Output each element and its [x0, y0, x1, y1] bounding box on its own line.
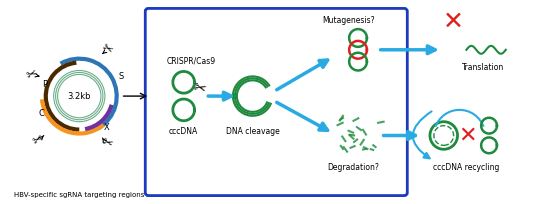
Text: Mutagenesis?: Mutagenesis?: [322, 16, 374, 25]
Text: CRISPR/Cas9: CRISPR/Cas9: [167, 56, 216, 65]
Text: ✕: ✕: [458, 125, 477, 145]
Text: DNA cleavage: DNA cleavage: [226, 127, 280, 136]
Text: P: P: [42, 80, 47, 89]
Text: ✕: ✕: [443, 10, 464, 34]
Text: ✂: ✂: [30, 132, 46, 149]
Text: Translation: Translation: [462, 63, 504, 72]
Text: cccDNA: cccDNA: [169, 127, 198, 136]
Text: ✂: ✂: [191, 79, 208, 97]
Text: HBV-specific sgRNA targeting regions: HBV-specific sgRNA targeting regions: [14, 192, 145, 198]
Text: C: C: [39, 109, 45, 118]
FancyBboxPatch shape: [145, 8, 407, 196]
Text: X: X: [104, 123, 110, 132]
Text: ✂: ✂: [25, 67, 39, 82]
Text: ✂: ✂: [99, 42, 114, 58]
Text: S: S: [118, 72, 123, 81]
Text: 3.2kb: 3.2kb: [68, 92, 91, 101]
Text: cccDNA recycling: cccDNA recycling: [433, 163, 499, 172]
Text: Degradation?: Degradation?: [327, 163, 379, 172]
Text: ✂: ✂: [100, 135, 114, 151]
